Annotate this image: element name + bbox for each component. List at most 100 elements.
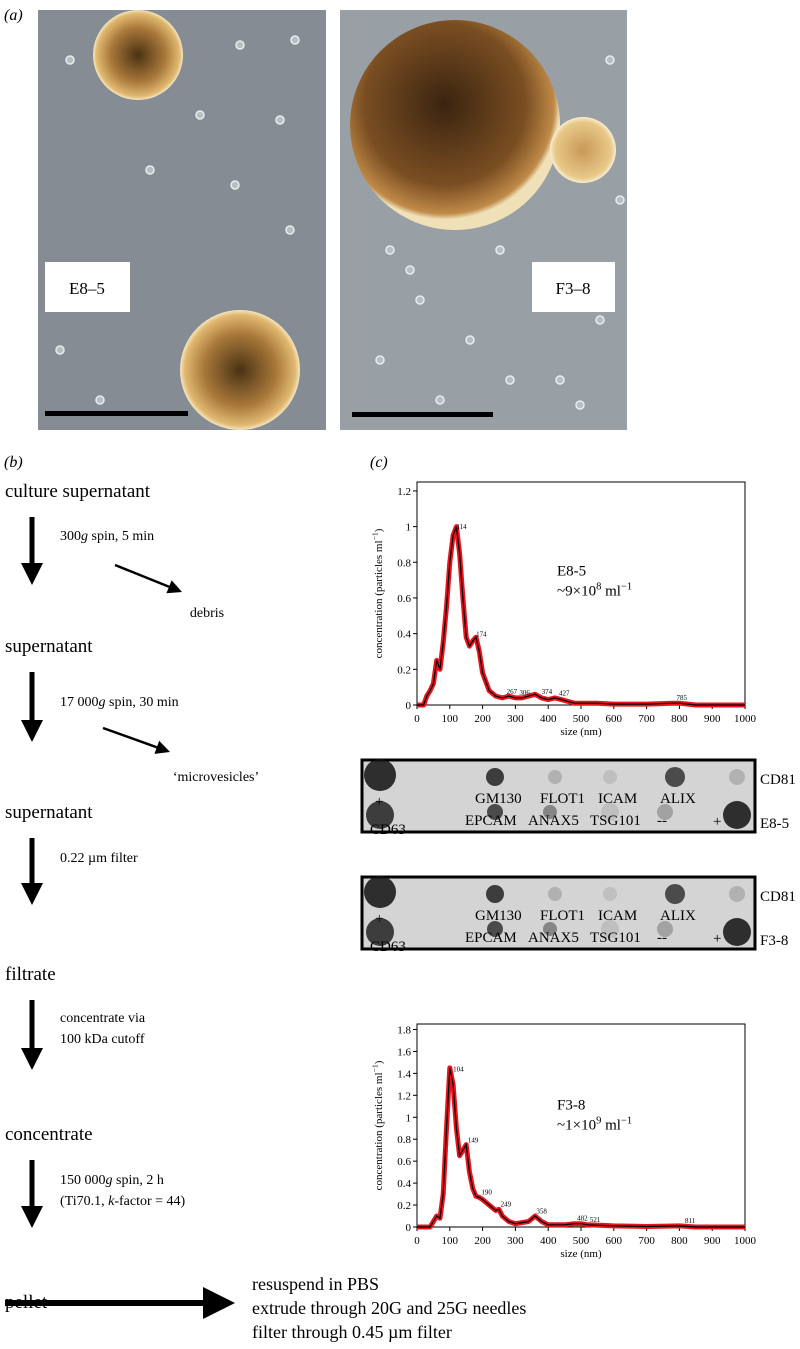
error-band	[417, 524, 745, 708]
x-tick-label: 200	[474, 713, 491, 725]
y-tick-label: 1.6	[397, 1046, 411, 1058]
blot-spot	[603, 770, 617, 784]
text-run: −1	[371, 532, 380, 540]
label-box	[532, 262, 615, 312]
text-run: g	[81, 529, 88, 544]
y-tick-label: 0.6	[397, 1156, 411, 1168]
x-tick-label: 700	[638, 713, 655, 725]
cell	[495, 245, 505, 255]
peak-label: 427	[559, 689, 570, 697]
blot-spot	[487, 921, 503, 937]
step-label: supernatant	[5, 636, 93, 657]
step-action: 17 000g spin, 30 min	[60, 695, 179, 710]
x-axis-label: size (nm)	[560, 726, 602, 738]
text-run: )	[373, 1060, 385, 1064]
text-run: concentration (particles ml	[373, 1072, 385, 1190]
text-run: ml	[601, 1117, 621, 1133]
arrow-shaft	[114, 563, 170, 588]
antibody-label: ALIX	[660, 791, 696, 807]
peak-label: 306	[519, 689, 530, 697]
panel-c: (c)	[370, 454, 388, 471]
cell	[415, 295, 425, 305]
x-tick-label: 400	[540, 713, 557, 725]
blot-label: CD81	[760, 889, 796, 905]
blot-label: E8-5	[760, 816, 789, 832]
text-run: −1	[371, 1064, 380, 1072]
step-action: 100 kDa cutoff	[60, 1032, 145, 1047]
antibody-label: EPCAM	[465, 813, 517, 829]
arrow-head	[203, 1287, 235, 1319]
concentration-label: ~9×108 ml−1	[557, 582, 632, 600]
cell	[435, 395, 445, 405]
y-tick-label: 0.8	[397, 1134, 411, 1146]
antibody-label: ANAX5	[528, 813, 579, 829]
blot-label: CD63	[370, 822, 406, 838]
x-tick-label: 100	[442, 713, 459, 725]
blot-spot	[543, 922, 557, 936]
plus-mark: +	[713, 814, 721, 830]
final-step: filter through 0.45 µm filter	[252, 1322, 452, 1342]
y-axis-label: concentration (particles ml−1)	[371, 1060, 385, 1190]
data-line	[417, 526, 745, 706]
peak-label: 785	[676, 694, 687, 702]
blot-spot	[364, 759, 396, 791]
y-tick-label: 0.6	[397, 593, 411, 605]
cell	[555, 375, 565, 385]
text-run: )	[373, 528, 385, 532]
step-label: supernatant	[5, 802, 93, 823]
cell	[235, 40, 245, 50]
x-tick-label: 400	[540, 1235, 557, 1247]
sample-label: F3-8	[557, 1097, 585, 1113]
step-action: (Ti70.1, k-factor = 44)	[60, 1194, 186, 1209]
x-tick-label: 300	[507, 1235, 524, 1247]
x-tick-label: 800	[671, 1235, 688, 1247]
blot-spot	[657, 921, 673, 937]
cell	[145, 165, 155, 175]
scale-bar	[352, 412, 493, 417]
blot-label: CD81	[760, 772, 796, 788]
x-axis-label: size (nm)	[560, 1248, 602, 1260]
y-tick-label: 1	[406, 1112, 412, 1124]
antibody-label: TSG101	[590, 813, 641, 829]
y-tick-label: 0	[406, 700, 412, 712]
cell	[465, 335, 475, 345]
x-tick-label: 700	[638, 1235, 655, 1247]
spheroid	[550, 117, 616, 183]
x-tick-label: 0	[414, 1235, 420, 1247]
panel-label: (c)	[370, 454, 388, 471]
text-run: 100 kDa cutoff	[60, 1032, 145, 1047]
text-run: 17 000	[60, 695, 99, 710]
peak-label: 374	[542, 688, 553, 696]
blot-spot	[729, 886, 745, 902]
antibody-label: GM130	[475, 791, 522, 807]
scale-bar	[45, 411, 188, 416]
y-tick-label: 1.8	[397, 1024, 411, 1036]
peak-label: 174	[476, 630, 487, 638]
y-tick-label: 0.4	[397, 1178, 411, 1190]
cell	[290, 35, 300, 45]
x-tick-label: 600	[606, 1235, 623, 1247]
x-tick-label: 100	[442, 1235, 459, 1247]
x-tick-label: 800	[671, 713, 688, 725]
antibody-label: EPCAM	[465, 930, 517, 946]
antibody-label: ICAM	[598, 791, 637, 807]
antibody-label: FLOT1	[540, 791, 585, 807]
cell	[595, 315, 605, 325]
text-run: 150 000	[60, 1173, 106, 1188]
blot-spot	[366, 801, 394, 829]
x-tick-label: 500	[573, 713, 590, 725]
text-run: ~1×10	[557, 1117, 596, 1133]
cell	[385, 245, 395, 255]
cell	[505, 375, 515, 385]
arrow-head	[21, 883, 43, 905]
arrow-head	[154, 740, 170, 754]
sample-label: E8-5	[557, 564, 586, 580]
antibody-label: TSG101	[590, 930, 641, 946]
step-action: 0.22 µm filter	[60, 851, 138, 866]
text-run: 0.22 µm filter	[60, 851, 138, 866]
blot-spot	[601, 920, 619, 938]
label-box	[45, 262, 130, 312]
spheroid	[180, 310, 300, 430]
peak-label: 114	[456, 523, 467, 531]
panel-label: (b)	[4, 454, 23, 471]
